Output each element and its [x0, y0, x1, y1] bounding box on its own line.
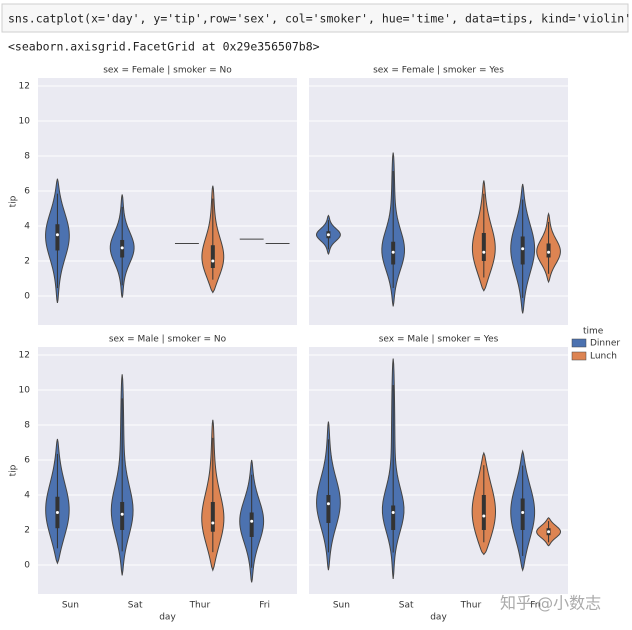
y-tick-label: 8	[24, 152, 30, 162]
y-tick-label: 0	[24, 560, 30, 570]
x-tick-label: Thur	[460, 601, 482, 611]
panel-background	[38, 347, 297, 594]
violin-median	[482, 250, 486, 254]
y-tick-label: 6	[24, 456, 30, 466]
violin-median	[120, 246, 124, 250]
y-tick-label: 4	[24, 490, 30, 500]
violin-median	[55, 233, 59, 237]
legend-title: time	[583, 327, 604, 337]
y-tick-label: 8	[24, 421, 30, 431]
code-cell	[1, 3, 629, 33]
violin-box	[520, 236, 525, 265]
y-axis-label: tip	[9, 195, 19, 207]
violin-median	[521, 247, 525, 251]
violin-box	[520, 498, 525, 530]
x-tick-label: Fri	[259, 601, 270, 611]
violin-box	[391, 505, 396, 530]
violin-box	[481, 494, 486, 530]
legend-swatch	[571, 338, 587, 348]
violin-median	[391, 510, 395, 514]
legend-label: Lunch	[590, 352, 617, 362]
code: sns.catplot(x='day', y='tip',row='sex', …	[8, 12, 632, 26]
violin-median	[120, 512, 124, 516]
y-tick-label: 10	[19, 386, 31, 396]
violin-median	[211, 521, 215, 525]
watermark: 知乎 @小数志	[500, 594, 601, 613]
y-tick-label: 0	[24, 291, 30, 301]
violin-box	[249, 512, 254, 537]
x-tick-label: Fri	[530, 601, 541, 611]
violin-median	[250, 519, 254, 523]
panel-background	[309, 78, 568, 325]
facet-title: sex = Female | smoker = Yes	[373, 66, 504, 76]
violin-box	[546, 243, 551, 258]
y-tick-label: 10	[19, 117, 31, 127]
x-axis-label: day	[430, 613, 447, 623]
violin-median	[326, 502, 330, 506]
violin-box	[120, 501, 125, 530]
x-tick-label: Sun	[62, 601, 79, 611]
y-tick-label: 12	[19, 351, 30, 361]
x-tick-label: Sun	[333, 601, 350, 611]
y-tick-label: 2	[24, 256, 30, 266]
y-tick-label: 2	[24, 525, 30, 535]
violin-box	[210, 245, 215, 268]
x-axis-label: day	[159, 613, 176, 623]
panel-background	[309, 347, 568, 594]
facet-title: sex = Female | smoker = No	[103, 66, 232, 76]
violin-median	[547, 530, 551, 534]
violin-box	[481, 232, 486, 261]
violin-median	[326, 233, 330, 237]
violin-median	[521, 510, 525, 514]
output: <seaborn.axisgrid.FacetGrid at 0x29e3565…	[8, 40, 320, 54]
violin-median	[55, 510, 59, 514]
legend-swatch	[571, 351, 587, 361]
y-tick-label: 6	[24, 187, 30, 197]
x-tick-label: Thur	[189, 601, 211, 611]
legend-label: Dinner	[590, 339, 620, 349]
y-tick-label: 12	[19, 82, 30, 92]
violin-box	[55, 224, 60, 251]
panel-background	[38, 78, 297, 325]
violin-median	[391, 250, 395, 254]
y-axis-label: tip	[9, 464, 19, 476]
violin-box	[326, 494, 331, 523]
facet-title: sex = Male | smoker = Yes	[379, 335, 499, 345]
facet-title: sex = Male | smoker = No	[109, 335, 227, 345]
violin-median	[547, 250, 551, 254]
x-tick-label: Sat	[399, 601, 414, 611]
violin-box	[210, 501, 215, 532]
violin-median	[482, 514, 486, 518]
x-tick-label: Sat	[128, 601, 143, 611]
violin-median	[211, 259, 215, 263]
y-tick-label: 4	[24, 221, 30, 231]
